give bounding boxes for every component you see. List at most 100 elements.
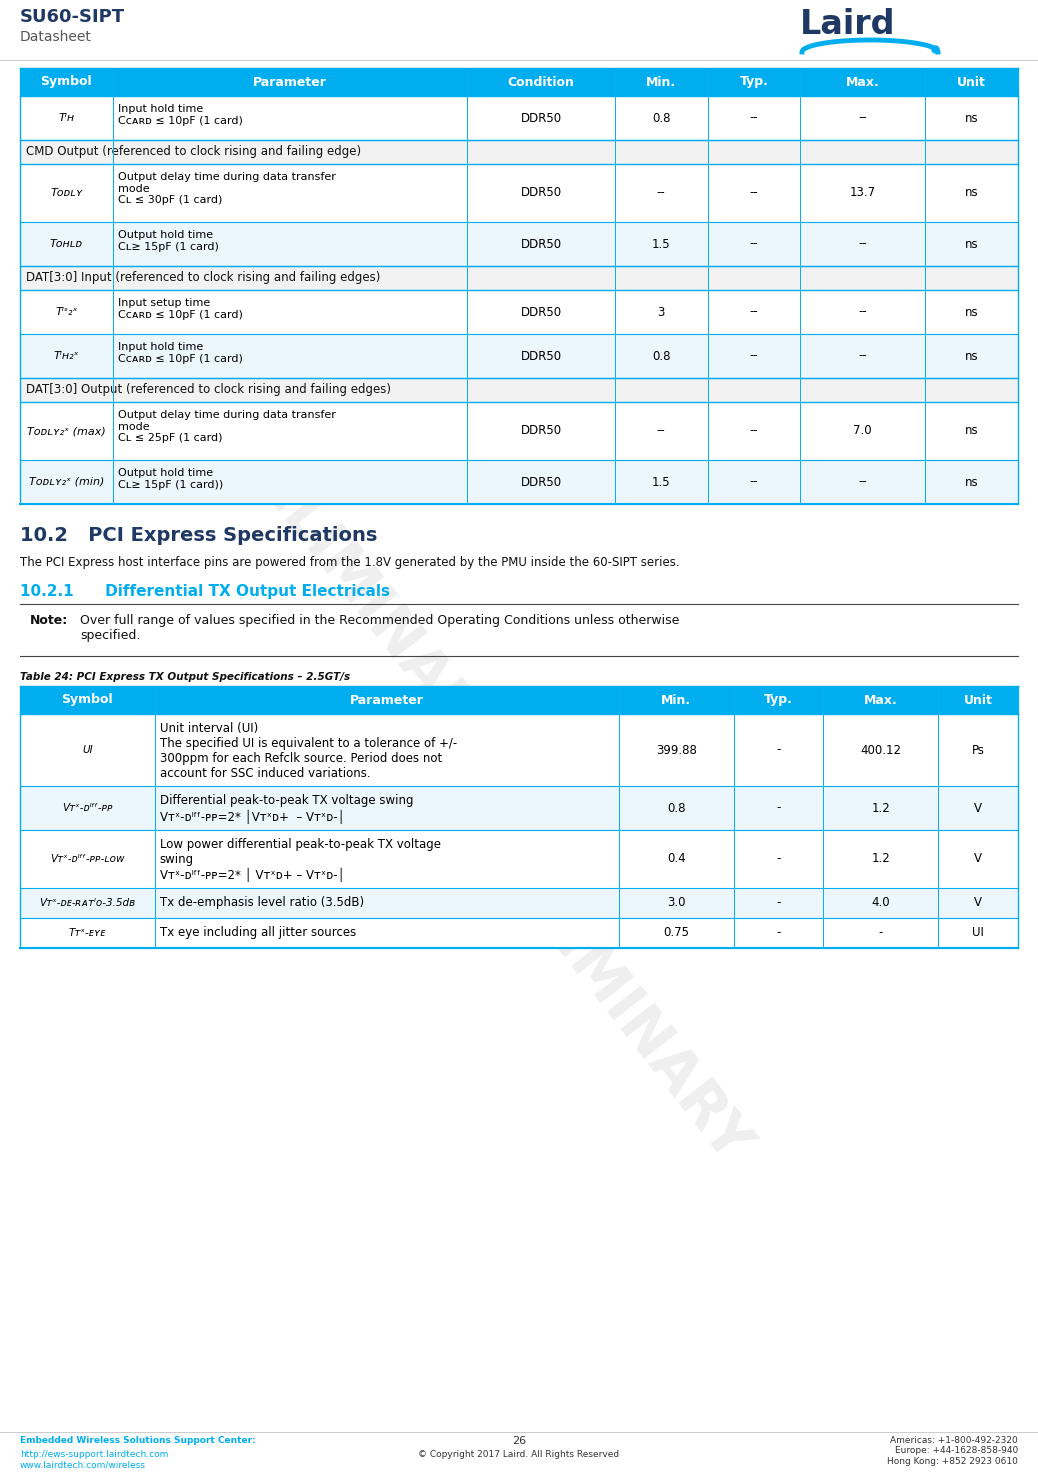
Text: ns: ns — [964, 111, 979, 125]
Text: SU60-SIPT: SU60-SIPT — [20, 7, 126, 27]
Text: V: V — [974, 896, 982, 910]
Text: 0.75: 0.75 — [663, 926, 689, 939]
Text: Note:: Note: — [30, 614, 69, 628]
Text: Americas: +1-800-492-2320
Europe: +44-1628-858-940
Hong Kong: +852 2923 0610: Americas: +1-800-492-2320 Europe: +44-16… — [887, 1437, 1018, 1466]
Text: --: -- — [749, 237, 759, 251]
Text: DDR50: DDR50 — [520, 424, 562, 438]
Text: 399.88: 399.88 — [656, 743, 696, 757]
Text: DAT[3:0] Output (referenced to clock rising and failing edges): DAT[3:0] Output (referenced to clock ris… — [26, 383, 391, 396]
Bar — [800, 223, 925, 266]
Text: Output hold time
Cʟ≥ 15pF (1 card)): Output hold time Cʟ≥ 15pF (1 card)) — [118, 467, 223, 490]
Text: --: -- — [858, 111, 867, 125]
Bar — [734, 787, 823, 830]
Text: --: -- — [749, 424, 759, 438]
Text: 1.2: 1.2 — [871, 852, 891, 865]
Text: DAT[3:0] Input (referenced to clock rising and failing edges): DAT[3:0] Input (referenced to clock risi… — [26, 272, 380, 285]
Text: CMD Output (referenced to clock rising and failing edge): CMD Output (referenced to clock rising a… — [26, 145, 361, 159]
Bar — [614, 96, 708, 139]
Text: Tᴏᴅʟʏ₂ˣ (min): Tᴏᴅʟʏ₂ˣ (min) — [29, 476, 104, 487]
Text: Input hold time
Cᴄᴀʀᴅ ≤ 10pF (1 card): Input hold time Cᴄᴀʀᴅ ≤ 10pF (1 card) — [118, 341, 243, 364]
Bar — [925, 460, 1018, 505]
Bar — [708, 289, 800, 334]
Text: Ps: Ps — [972, 743, 984, 757]
Text: Parameter: Parameter — [350, 693, 424, 706]
Bar — [938, 787, 1018, 830]
Bar — [734, 887, 823, 919]
Text: --: -- — [749, 306, 759, 319]
Text: 1.5: 1.5 — [652, 475, 671, 488]
Text: V: V — [974, 801, 982, 815]
Text: -: - — [776, 926, 781, 939]
Text: 1.2: 1.2 — [871, 801, 891, 815]
Bar — [925, 289, 1018, 334]
Text: Typ.: Typ. — [740, 76, 768, 89]
Bar — [708, 460, 800, 505]
Bar — [800, 402, 925, 460]
Bar — [20, 830, 155, 887]
Bar — [20, 139, 1018, 165]
Bar — [113, 223, 467, 266]
Text: PRELIMINARY: PRELIMINARY — [191, 392, 510, 776]
Bar — [20, 887, 155, 919]
Bar — [708, 223, 800, 266]
Text: ns: ns — [964, 187, 979, 199]
Text: Low power differential peak-to-peak TX voltage
swing
Vᴛˣ-ᴅᴵᶠᶠ-ᴘᴘ=2* │ Vᴛˣᴅ+ – Vᴛ: Low power differential peak-to-peak TX v… — [160, 838, 441, 883]
Bar — [614, 289, 708, 334]
Text: Symbol: Symbol — [61, 693, 113, 706]
Text: Tᴏʜʟᴅ: Tᴏʜʟᴅ — [50, 239, 83, 249]
Text: © Copyright 2017 Laird. All Rights Reserved: © Copyright 2017 Laird. All Rights Reser… — [418, 1450, 620, 1459]
Bar — [938, 919, 1018, 948]
Bar — [113, 96, 467, 139]
Text: DDR50: DDR50 — [520, 111, 562, 125]
Bar — [113, 460, 467, 505]
Text: -: - — [776, 852, 781, 865]
Bar — [467, 96, 614, 139]
Text: 0.4: 0.4 — [666, 852, 685, 865]
Text: Tᴵʜ₂ˣ: Tᴵʜ₂ˣ — [54, 352, 79, 361]
Bar — [467, 402, 614, 460]
Bar — [113, 289, 467, 334]
Bar — [619, 919, 734, 948]
Bar — [614, 334, 708, 378]
Bar — [155, 919, 619, 948]
Text: Unit: Unit — [963, 693, 992, 706]
Text: http://ews-support.lairdtech.com
www.lairdtech.com/wireless: http://ews-support.lairdtech.com www.lai… — [20, 1450, 168, 1469]
Text: PRELIMINARY: PRELIMINARY — [441, 791, 759, 1177]
Bar — [619, 714, 734, 787]
Text: --: -- — [749, 111, 759, 125]
Text: -: - — [776, 743, 781, 757]
Text: Table 24: PCI Express TX Output Specifications – 2.5GT/s: Table 24: PCI Express TX Output Specific… — [20, 672, 350, 683]
Bar — [823, 830, 938, 887]
Text: Tᴵʜ: Tᴵʜ — [58, 113, 75, 123]
Text: 0.8: 0.8 — [652, 350, 671, 362]
Bar — [20, 96, 113, 139]
Bar — [113, 165, 467, 223]
Text: --: -- — [858, 306, 867, 319]
Bar — [467, 460, 614, 505]
Text: Output delay time during data transfer
mode
Cʟ ≤ 25pF (1 card): Output delay time during data transfer m… — [118, 410, 335, 444]
Bar — [113, 402, 467, 460]
Text: UI: UI — [82, 745, 92, 755]
Text: Unit: Unit — [957, 76, 986, 89]
Bar — [619, 887, 734, 919]
Text: Vᴛˣ-ᴅᴇ-ʀᴀᴛᴵᴏ-3.5dʙ: Vᴛˣ-ᴅᴇ-ʀᴀᴛᴵᴏ-3.5dʙ — [39, 898, 135, 908]
Bar — [155, 887, 619, 919]
Bar — [938, 830, 1018, 887]
Text: ns: ns — [964, 306, 979, 319]
Bar — [823, 919, 938, 948]
Text: 0.8: 0.8 — [667, 801, 685, 815]
Text: The PCI Express host interface pins are powered from the 1.8V generated by the P: The PCI Express host interface pins are … — [20, 556, 680, 568]
Bar — [823, 714, 938, 787]
Bar — [734, 830, 823, 887]
Text: DDR50: DDR50 — [520, 475, 562, 488]
Bar — [20, 165, 113, 223]
Text: Laird: Laird — [800, 7, 896, 42]
Bar — [734, 714, 823, 787]
Text: -: - — [776, 801, 781, 815]
Bar — [20, 714, 155, 787]
Bar — [20, 919, 155, 948]
Bar — [614, 460, 708, 505]
Text: Min.: Min. — [661, 693, 691, 706]
Text: Max.: Max. — [846, 76, 879, 89]
Text: Input setup time
Cᴄᴀʀᴅ ≤ 10pF (1 card): Input setup time Cᴄᴀʀᴅ ≤ 10pF (1 card) — [118, 298, 243, 319]
